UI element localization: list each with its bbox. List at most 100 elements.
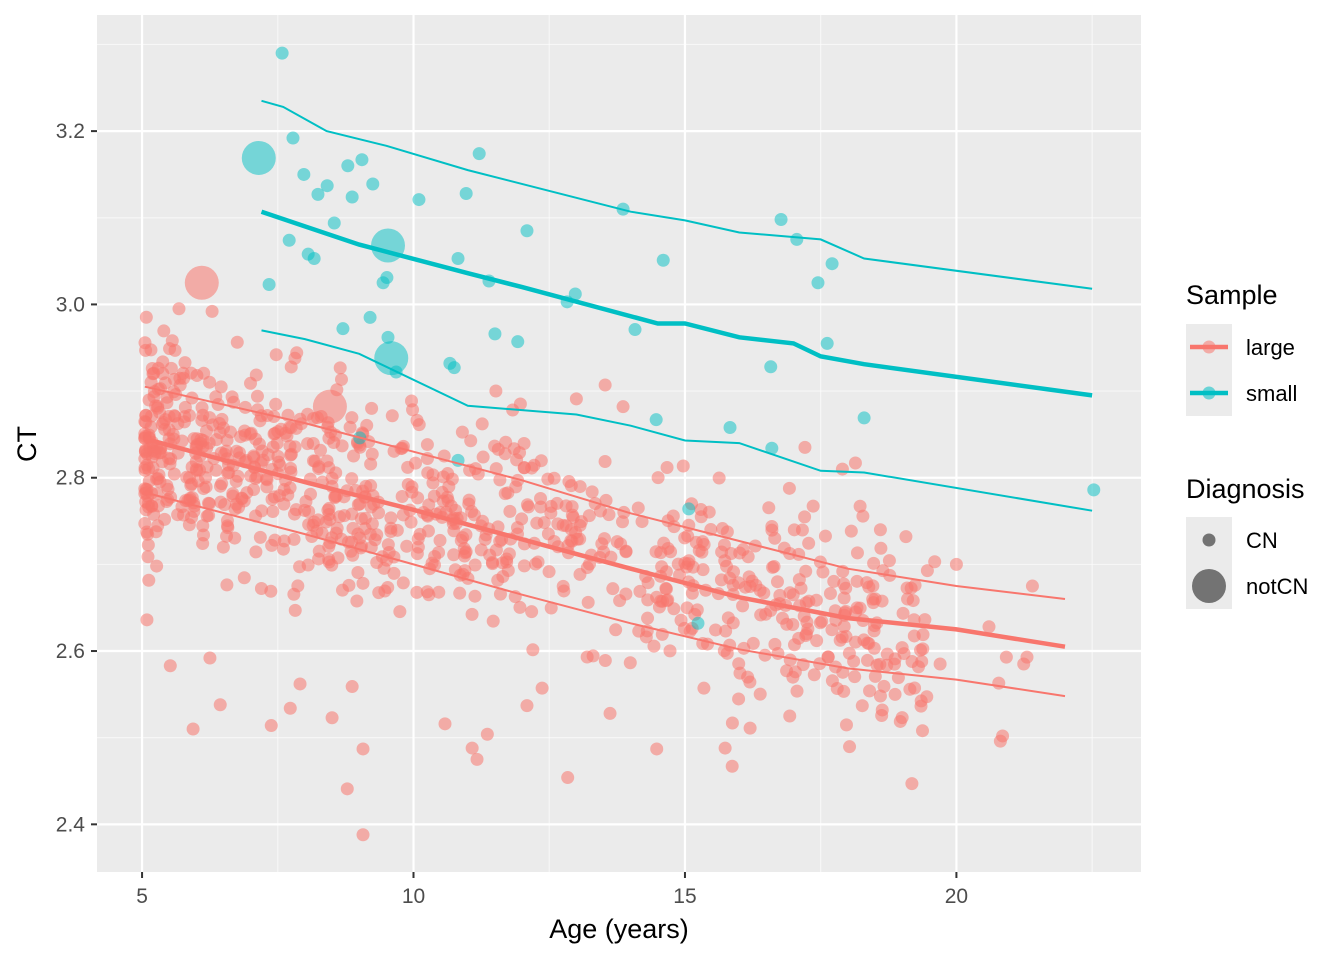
large-point	[141, 550, 155, 564]
large-point	[293, 560, 307, 574]
large-point	[517, 559, 531, 573]
large-point	[395, 490, 409, 504]
large-point	[790, 684, 804, 698]
small-point	[262, 277, 276, 291]
large-point	[736, 599, 750, 613]
large-point	[167, 409, 181, 423]
large-point	[535, 681, 549, 695]
large-point	[249, 545, 263, 559]
large-point	[489, 543, 503, 557]
small-point	[1087, 483, 1101, 497]
large-point	[875, 594, 889, 608]
large-point	[635, 515, 649, 529]
small-point	[376, 276, 390, 290]
small-point	[286, 131, 300, 145]
legend-label-notCN: notCN	[1246, 574, 1308, 599]
small-point	[857, 411, 871, 425]
large-point	[787, 523, 801, 537]
large-point	[165, 334, 179, 348]
large-point	[501, 563, 515, 577]
large-point	[792, 573, 806, 587]
large-point	[189, 455, 203, 469]
large-point	[768, 531, 782, 545]
large-point	[283, 481, 297, 495]
large-point	[306, 518, 320, 532]
large-point	[848, 456, 862, 470]
large-point	[445, 472, 459, 486]
large-point	[150, 559, 164, 573]
large-point	[486, 614, 500, 628]
legend-key-point-large	[1202, 340, 1216, 354]
large-point	[847, 654, 861, 668]
large-point	[405, 394, 419, 408]
large-point	[289, 503, 303, 517]
large-point	[797, 609, 811, 623]
large-point	[908, 578, 922, 592]
large-point	[408, 456, 422, 470]
large-point	[807, 668, 821, 682]
large-point	[238, 400, 252, 414]
large-point	[282, 421, 296, 435]
small-point	[520, 224, 534, 238]
large-upper-line	[144, 385, 1066, 600]
large-point	[314, 443, 328, 457]
large-point	[334, 372, 348, 386]
large-point	[412, 418, 426, 432]
large-point	[144, 343, 158, 357]
large-point	[422, 588, 436, 602]
small-point	[472, 147, 486, 161]
large-point	[365, 447, 379, 461]
small-point	[825, 257, 839, 271]
large-point	[787, 638, 801, 652]
large-point	[786, 670, 800, 684]
large-point	[283, 448, 297, 462]
large-point	[915, 724, 929, 738]
large-point	[216, 540, 230, 554]
large-point	[527, 458, 541, 472]
large-point	[689, 535, 703, 549]
large-point	[903, 682, 917, 696]
large-point	[850, 574, 864, 588]
large-point	[848, 670, 862, 684]
large-point	[488, 439, 502, 453]
large-point	[141, 538, 155, 552]
large-point	[322, 552, 336, 566]
large-point	[465, 505, 479, 519]
large-point	[757, 586, 771, 600]
large-point	[441, 494, 455, 508]
small-point	[366, 177, 380, 191]
large-point	[853, 499, 867, 513]
large-point	[837, 591, 851, 605]
small-point	[723, 420, 737, 434]
large-point	[140, 613, 154, 627]
large-point	[252, 437, 266, 451]
large-point	[606, 582, 620, 596]
large-point	[564, 479, 578, 493]
large-point	[203, 651, 217, 665]
large-point	[293, 677, 307, 691]
large-point	[623, 656, 637, 670]
large-point	[616, 400, 630, 414]
large-point	[438, 717, 452, 731]
large-point	[196, 537, 210, 551]
large-point	[139, 503, 153, 517]
large-point	[565, 508, 579, 522]
large-point	[664, 545, 678, 559]
large-point	[268, 533, 282, 547]
large-point	[493, 473, 507, 487]
large-point	[485, 555, 499, 569]
large-point	[465, 607, 479, 621]
large-point	[825, 623, 839, 637]
large-point	[364, 540, 378, 554]
large-point	[783, 709, 797, 723]
large-point	[205, 304, 219, 318]
large-point	[184, 265, 219, 300]
large-point	[709, 623, 723, 637]
large-point	[185, 477, 199, 491]
large-point	[253, 414, 267, 428]
large-point	[471, 467, 485, 481]
large-point	[557, 584, 571, 598]
large-point	[489, 384, 503, 398]
large-point	[464, 434, 478, 448]
large-point	[661, 593, 675, 607]
